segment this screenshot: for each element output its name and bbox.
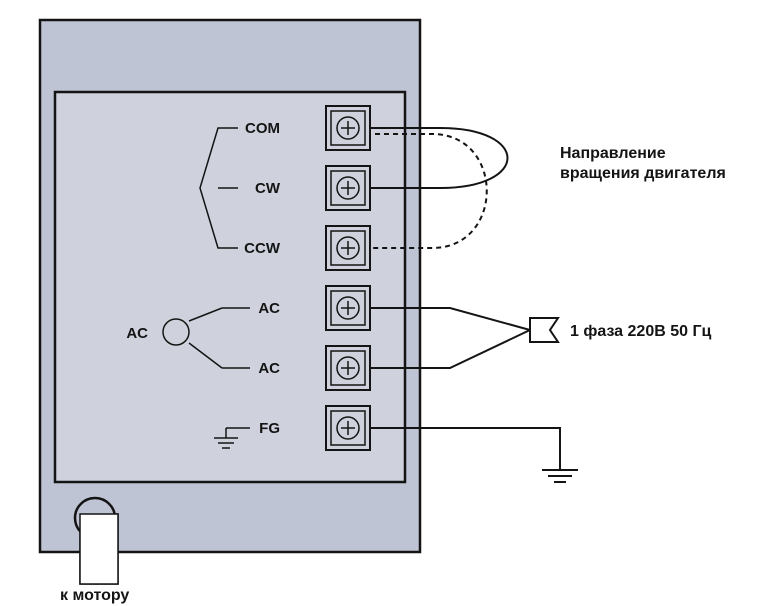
label-com: COM — [245, 120, 280, 137]
terminal-ac1 — [326, 286, 370, 330]
annot-direction2: вращения двигателя — [560, 165, 726, 182]
terminal-fg — [326, 406, 370, 450]
annot-phase: 1 фаза 220В 50 Гц — [570, 323, 712, 340]
annot-motor: к мотору — [60, 587, 129, 604]
terminal-com — [326, 106, 370, 150]
terminal-ac2 — [326, 346, 370, 390]
terminal-cw — [326, 166, 370, 210]
phase-connector — [530, 318, 558, 342]
label-ac1: AC — [258, 300, 280, 317]
wiring-diagram: COM CW CCW AC AC FG AC Направление вращения двиг… — [0, 0, 772, 606]
terminal-ccw — [326, 226, 370, 270]
label-fg: FG — [259, 420, 280, 437]
label-ac-side: AC — [126, 325, 148, 342]
label-ac2: AC — [258, 360, 280, 377]
label-cw: CW — [255, 180, 281, 197]
motor-cable-front — [80, 514, 118, 584]
label-ccw: CCW — [244, 240, 281, 257]
annot-direction1: Направление — [560, 145, 666, 162]
